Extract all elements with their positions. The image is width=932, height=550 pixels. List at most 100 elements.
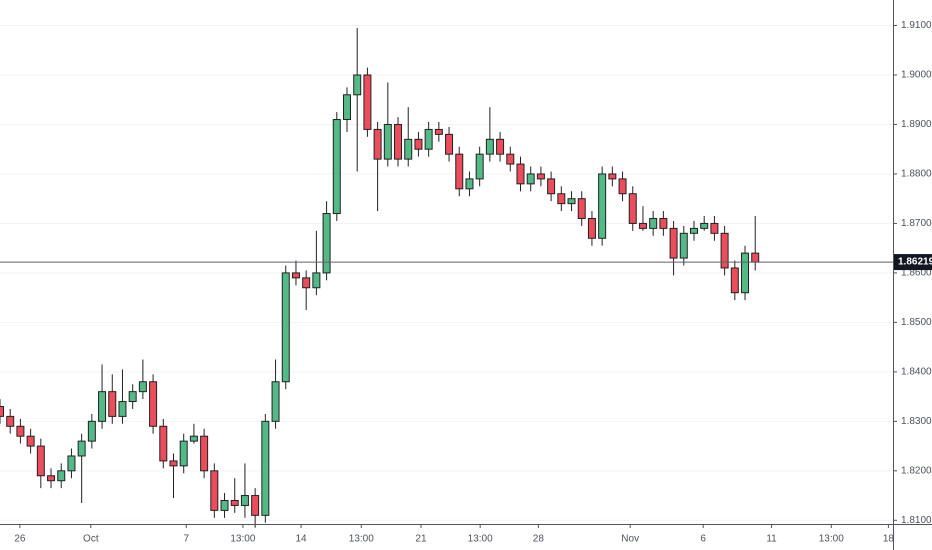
candle-body	[281, 272, 290, 383]
x-tick-label: 18	[883, 534, 895, 545]
candle-body	[557, 193, 566, 205]
candle-body	[6, 415, 15, 427]
candle-body	[434, 128, 443, 135]
candle-body	[465, 178, 474, 190]
candle-body	[16, 425, 25, 437]
candles	[0, 28, 893, 528]
candle-body	[608, 173, 617, 180]
candle-body	[628, 193, 637, 224]
y-tick-label: 1.81000	[901, 515, 932, 526]
candle-body	[179, 440, 188, 467]
candle-body	[342, 94, 351, 121]
y-tick-label: 1.89000	[901, 119, 932, 130]
candle-body	[353, 74, 362, 96]
y-tick-label: 1.88000	[901, 169, 932, 180]
candle-body	[710, 222, 719, 234]
candle-body	[77, 440, 86, 457]
x-tick-label: 13:00	[349, 534, 374, 545]
candle-body	[159, 425, 168, 462]
x-tick-label: 26	[14, 534, 26, 545]
candle-body	[118, 401, 127, 417]
candle-body	[332, 119, 341, 215]
candle-body	[445, 133, 454, 155]
y-tick-label: 1.84000	[901, 367, 932, 378]
candle-body	[394, 123, 403, 160]
y-tick-label: 1.85000	[901, 317, 932, 328]
candle-body	[475, 153, 484, 180]
candle-body	[689, 227, 698, 234]
candle-body	[220, 499, 229, 511]
candle-body	[741, 252, 750, 294]
candle-body	[751, 252, 760, 263]
y-tick-label: 1.82000	[901, 465, 932, 476]
candle-body	[485, 138, 494, 155]
candle-body	[526, 173, 535, 185]
x-tick-label: 28	[533, 534, 545, 545]
candle-body	[679, 232, 688, 259]
last-price-label: 1.86219	[898, 257, 932, 268]
candle-body	[189, 435, 198, 442]
candle-body	[659, 217, 668, 229]
candle-body	[87, 420, 96, 442]
candle-body	[128, 391, 137, 403]
candle-body	[373, 128, 382, 160]
last-price-box	[894, 254, 932, 271]
x-tick-label: 14	[296, 534, 308, 545]
candle-body	[138, 381, 147, 393]
candle-body	[536, 173, 545, 180]
y-tick-label: 1.83000	[901, 416, 932, 427]
y-tick-label: 1.87000	[901, 218, 932, 229]
candle-body	[383, 123, 392, 160]
candle-body	[57, 470, 66, 482]
candle-body	[36, 445, 45, 477]
candle-body	[0, 405, 4, 417]
x-tick-label: 11	[766, 534, 777, 545]
candle-body	[455, 153, 464, 190]
candle-body	[414, 138, 423, 150]
candle-body	[649, 217, 658, 229]
y-tick-label: 1.91000	[901, 20, 932, 31]
x-tick-label: 6	[700, 534, 706, 545]
candle-body	[47, 475, 56, 482]
grid	[0, 25, 893, 521]
candle-body	[149, 381, 158, 427]
candle-body	[567, 198, 576, 205]
candle-body	[598, 173, 607, 239]
y-tick-label: 1.86000	[901, 268, 932, 279]
candle-body	[730, 267, 739, 294]
candle-body	[98, 391, 107, 422]
candle-body	[577, 198, 586, 219]
candle-body	[108, 391, 117, 417]
candle-body	[669, 227, 678, 259]
candle-body	[169, 460, 178, 467]
candle-body	[587, 217, 596, 239]
candle-body	[291, 272, 300, 279]
axes: 1.81000 1.82000 1.83000 1.84000 1.85000 1.860…	[14, 20, 932, 545]
candle-body	[322, 213, 331, 274]
x-tick-label: 13:00	[230, 534, 255, 545]
candle-body	[547, 178, 556, 195]
candle-body	[404, 138, 413, 160]
x-tick-label: 7	[183, 534, 189, 545]
x-tick-label: 21	[415, 534, 427, 545]
candle-body	[210, 470, 219, 511]
candle-body	[67, 455, 76, 472]
candle-body	[424, 128, 433, 150]
candle-body	[261, 420, 270, 516]
x-tick-label: Nov	[621, 534, 639, 545]
x-tick-label: 13:00	[819, 534, 844, 545]
candle-body	[271, 381, 280, 422]
candle-body	[26, 435, 35, 447]
candle-body	[506, 153, 515, 165]
x-tick-label: 13:00	[468, 534, 493, 545]
candle-body	[516, 163, 525, 185]
candle-body	[302, 277, 311, 289]
candle-body	[638, 222, 647, 229]
candle-body	[312, 272, 321, 289]
candle-body	[240, 495, 249, 506]
candle-body	[251, 495, 260, 516]
candle-body	[618, 178, 627, 195]
